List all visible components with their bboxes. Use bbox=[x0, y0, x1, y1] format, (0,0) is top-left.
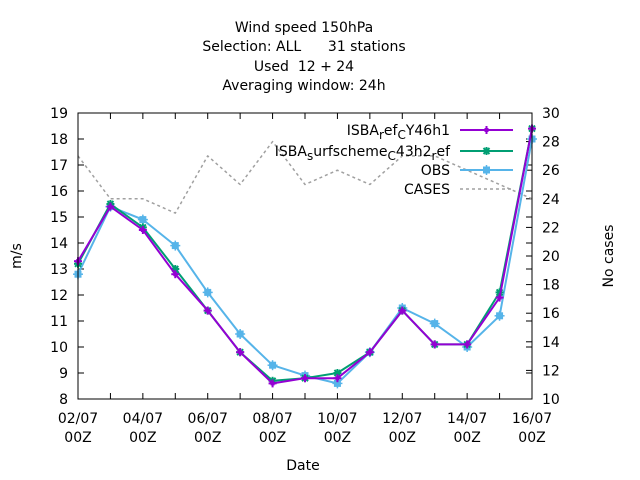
chart-title: Wind speed 150hPa Selection: ALL 31 stat… bbox=[202, 20, 405, 94]
y2-tick-label: 30 bbox=[542, 106, 560, 122]
x-tick-label: 10/07 bbox=[317, 411, 357, 427]
x-tick-label: 00Z bbox=[64, 430, 91, 446]
x-tick-label: 16/07 bbox=[512, 411, 552, 427]
series-3 bbox=[77, 140, 533, 214]
x-tick-label: 00Z bbox=[518, 430, 545, 446]
y2-tick-label: 20 bbox=[542, 249, 560, 265]
plus-marker-center bbox=[400, 308, 405, 313]
y-tick-label: 12 bbox=[50, 288, 68, 304]
y-tick-label: 10 bbox=[50, 340, 68, 356]
legend-label: ISBAsurfschemeC43h2ref bbox=[275, 144, 451, 163]
legend-item: OBS bbox=[421, 163, 513, 179]
series-line bbox=[77, 128, 533, 382]
y-axis-left: 8 9 10 11 12 13 14 15 16 17 18 19 bbox=[50, 106, 532, 408]
plus-marker-center bbox=[108, 204, 113, 209]
y-tick-label: 11 bbox=[50, 314, 68, 330]
series-line bbox=[77, 140, 533, 214]
plus-marker-center bbox=[238, 350, 243, 355]
plus-marker-center bbox=[465, 342, 470, 347]
plus-marker-center bbox=[484, 128, 489, 132]
legend-label: ISBArefCY46h1 bbox=[347, 123, 450, 142]
y-tick-label: 8 bbox=[59, 392, 68, 408]
plus-marker-center bbox=[303, 376, 307, 381]
title-line-1: Wind speed 150hPa bbox=[235, 20, 373, 36]
y-tick-label: 19 bbox=[50, 106, 68, 122]
y-axis-right: 10 12 14 16 18 20 22 24 26 28 30 bbox=[526, 106, 560, 408]
y2-tick-label: 24 bbox=[542, 192, 560, 208]
x-axis: 02/07 00Z 04/07 00Z 06/07 00Z 08/07 00Z 10/07 00Z… bbox=[58, 113, 552, 446]
plus-marker-center bbox=[432, 342, 437, 347]
y-tick-label: 14 bbox=[50, 236, 68, 252]
plus-marker-center bbox=[205, 308, 210, 313]
star-marker bbox=[482, 147, 491, 155]
legend-label: CASES bbox=[404, 182, 450, 198]
y2-tick-label: 10 bbox=[542, 392, 560, 408]
y2-tick-label: 16 bbox=[542, 306, 560, 322]
y2-tick-label: 28 bbox=[542, 135, 560, 151]
star-marker bbox=[333, 369, 342, 377]
legend-item: ISBArefCY46h1 bbox=[347, 123, 513, 142]
y-tick-label: 13 bbox=[50, 262, 68, 278]
x-tick-label: 00Z bbox=[259, 430, 286, 446]
plus-marker-center bbox=[173, 272, 178, 277]
x-tick-label: 00Z bbox=[129, 430, 156, 446]
plus-marker-center bbox=[270, 381, 275, 386]
y-tick-label: 15 bbox=[50, 210, 68, 226]
y2-tick-label: 14 bbox=[542, 335, 560, 351]
y2-tick-label: 22 bbox=[542, 220, 560, 236]
x-axis-label: Date bbox=[286, 458, 319, 474]
plus-marker-center bbox=[140, 228, 145, 232]
y2-tick-label: 12 bbox=[542, 363, 560, 379]
title-line-3: Used 12 + 24 bbox=[254, 59, 354, 75]
x-tick-label: 12/07 bbox=[382, 411, 422, 427]
y2-axis-label: No cases bbox=[601, 225, 617, 288]
series-layer bbox=[73, 124, 537, 389]
plus-marker-center bbox=[335, 376, 340, 381]
x-tick-label: 06/07 bbox=[188, 411, 228, 427]
x-tick-label: 02/07 bbox=[58, 411, 98, 427]
y-tick-label: 17 bbox=[50, 158, 68, 174]
plus-marker-center bbox=[497, 295, 502, 300]
x-tick-label: 00Z bbox=[389, 430, 416, 446]
y-axis-label: m/s bbox=[9, 243, 25, 269]
series-0 bbox=[74, 124, 536, 388]
x-tick-label: 08/07 bbox=[252, 411, 292, 427]
y-tick-label: 18 bbox=[50, 132, 68, 148]
x-tick-label: 00Z bbox=[194, 430, 221, 446]
y-tick-label: 9 bbox=[59, 366, 68, 382]
x-tick-label: 00Z bbox=[453, 430, 480, 446]
legend-item: ISBAsurfschemeC43h2ref bbox=[275, 144, 513, 163]
title-line-4: Averaging window: 24h bbox=[222, 78, 385, 94]
legend-item: CASES bbox=[404, 182, 513, 198]
y2-tick-label: 18 bbox=[542, 278, 560, 294]
legend-label: OBS bbox=[421, 163, 450, 179]
plot-frame bbox=[77, 112, 533, 400]
title-line-2: Selection: ALL 31 stations bbox=[202, 39, 405, 55]
series-2 bbox=[73, 134, 537, 389]
x-tick-label: 04/07 bbox=[123, 411, 163, 427]
y-tick-label: 16 bbox=[50, 184, 68, 200]
x-tick-label: 14/07 bbox=[447, 411, 487, 427]
y2-tick-label: 26 bbox=[542, 163, 560, 179]
plus-marker-center bbox=[367, 350, 372, 355]
x-tick-label: 00Z bbox=[324, 430, 351, 446]
